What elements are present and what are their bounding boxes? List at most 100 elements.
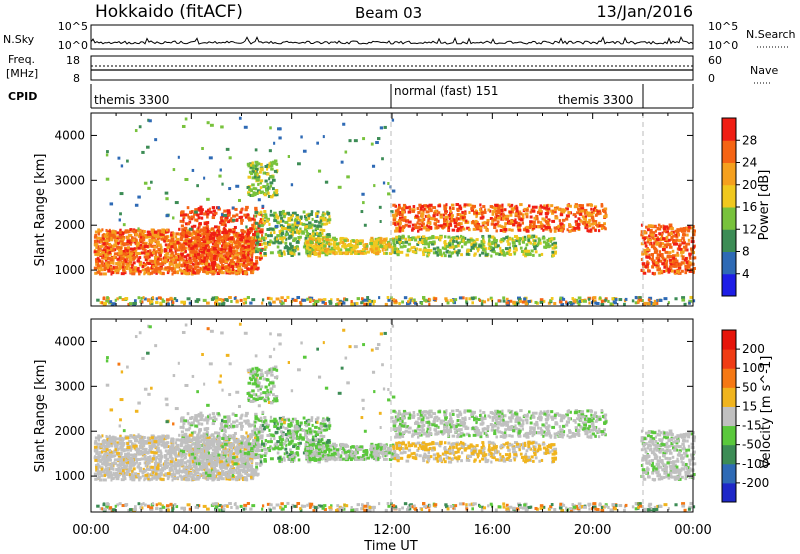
power-point — [493, 245, 498, 249]
power-point — [587, 211, 592, 215]
power-point — [472, 227, 477, 231]
power-point — [423, 246, 427, 250]
power-point — [178, 232, 181, 236]
power-point — [232, 230, 236, 234]
power-point — [434, 218, 438, 222]
velocity-point — [141, 474, 145, 478]
power-point — [515, 209, 519, 213]
power-point — [259, 218, 264, 222]
power-point — [338, 299, 342, 303]
power-point — [252, 191, 256, 195]
power-point — [566, 228, 569, 232]
power-point — [522, 252, 525, 256]
power-point — [206, 215, 209, 219]
power-point — [215, 245, 220, 249]
power-point — [266, 182, 269, 186]
power-point — [221, 258, 224, 262]
power-point — [386, 295, 390, 299]
power-point — [270, 167, 274, 171]
power-point — [413, 298, 416, 302]
power-point — [381, 248, 384, 252]
power-point — [270, 175, 275, 179]
power-point — [230, 217, 233, 221]
power-point — [683, 229, 687, 233]
power-point — [289, 215, 293, 219]
power-point — [239, 247, 244, 251]
power-point — [534, 239, 537, 243]
power-point — [261, 298, 265, 302]
power-point — [518, 298, 522, 302]
power-point — [139, 299, 142, 303]
power-point — [644, 241, 647, 245]
power-point — [255, 163, 258, 167]
power-point — [131, 268, 135, 272]
power-point — [598, 221, 601, 225]
power-point — [268, 149, 272, 153]
power-point — [171, 301, 175, 305]
power-point — [148, 238, 153, 242]
power-point — [219, 269, 223, 273]
power-point — [411, 250, 415, 254]
power-point — [662, 245, 667, 249]
power-point — [446, 301, 450, 305]
power-point — [183, 226, 187, 230]
power-point — [237, 198, 241, 202]
power-point — [477, 247, 480, 251]
power-point — [354, 251, 358, 255]
power-point — [238, 116, 242, 120]
power-point — [215, 250, 219, 254]
power-point — [293, 237, 297, 241]
power-point — [273, 141, 276, 145]
colorbar-swatch — [722, 184, 736, 208]
power-point — [590, 222, 595, 226]
power-point — [665, 239, 670, 243]
power-point — [314, 242, 318, 246]
power-point — [264, 164, 268, 168]
power-point — [227, 263, 230, 267]
power-point — [219, 249, 223, 253]
power-point — [261, 218, 265, 222]
power-point — [110, 261, 114, 265]
power-point — [475, 238, 479, 242]
velocity-point — [126, 458, 129, 462]
power-point — [523, 297, 527, 301]
cpid-segment-3: themis 3300 — [558, 93, 633, 107]
power-point — [414, 301, 417, 305]
power-point — [101, 235, 106, 239]
power-point — [422, 296, 426, 300]
power-point — [416, 229, 420, 233]
power-point — [372, 302, 375, 306]
power-point — [479, 229, 483, 233]
power-point — [443, 217, 447, 221]
power-point — [669, 232, 673, 236]
power-point — [121, 255, 126, 259]
power-point — [468, 203, 472, 207]
power-point — [96, 270, 100, 274]
power-point — [188, 232, 192, 236]
power-point — [232, 218, 236, 222]
power-point — [329, 238, 333, 242]
power-point — [202, 251, 206, 255]
power-point — [499, 212, 504, 216]
power-point — [185, 229, 190, 233]
power-point — [240, 268, 244, 272]
power-point — [212, 260, 217, 264]
power-point — [540, 223, 543, 227]
power-point — [560, 303, 565, 307]
power-point — [667, 301, 670, 305]
power-point — [157, 229, 162, 233]
power-point — [226, 216, 229, 220]
power-point — [151, 235, 156, 239]
power-point — [433, 210, 438, 214]
power-point — [437, 204, 442, 208]
power-point — [481, 239, 485, 243]
power-point — [194, 299, 199, 303]
power-point — [686, 226, 689, 230]
power-point — [208, 263, 211, 267]
power-point — [275, 239, 279, 243]
power-point — [398, 238, 402, 242]
power-point — [392, 213, 396, 217]
power-point — [479, 216, 484, 220]
power-point — [465, 299, 468, 303]
power-point — [143, 297, 147, 301]
